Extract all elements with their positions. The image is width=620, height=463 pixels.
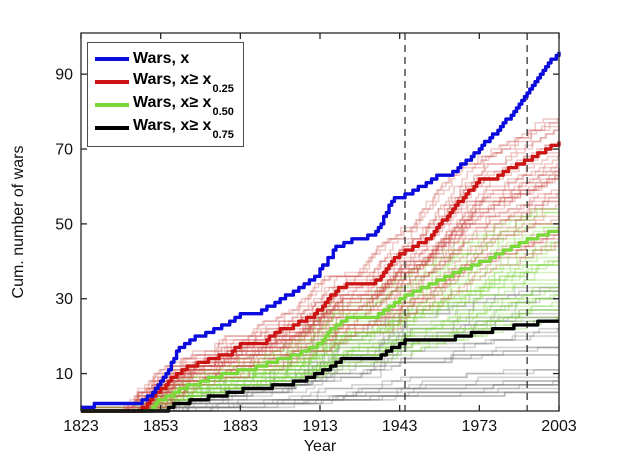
legend-item-1: Wars, x≥ x0.25: [95, 71, 234, 95]
ensemble-line-simulated-green: [84, 301, 559, 412]
legend-swatch-3: [95, 126, 129, 130]
ensemble-line-simulated-gray: [82, 286, 559, 409]
ensemble-line-simulated-gray: [81, 320, 559, 409]
ensemble-line-simulated-pink: [81, 196, 559, 412]
ensemble-line-simulated-gray: [81, 384, 559, 412]
y-tick-label: 90: [55, 67, 73, 84]
ensemble-line-simulated-pink: [86, 163, 559, 412]
series-line-2: [81, 229, 559, 413]
ensemble-line-simulated-green: [88, 290, 559, 412]
ensemble-line-simulated-green: [86, 294, 559, 412]
legend-item-3: Wars, x≥ x0.75: [95, 117, 234, 141]
ensemble-line-simulated-pink: [95, 167, 560, 412]
ensemble-line-simulated-gray: [91, 369, 559, 409]
x-tick-label: 1823: [63, 418, 99, 435]
ensemble-line-simulated-green: [81, 226, 559, 412]
ensemble-line-simulated-gray: [86, 384, 559, 412]
ensemble-line-simulated-pink: [81, 144, 559, 412]
ensemble-line-simulated-green: [89, 264, 559, 412]
y-tick-label: 10: [55, 366, 73, 383]
ensemble-line-simulated-gray: [81, 391, 559, 412]
ensemble-line-simulated-gray: [103, 369, 560, 412]
ensemble-line-simulated-pink: [82, 167, 560, 409]
ensemble-line-simulated-green: [94, 241, 559, 412]
ensemble-line-simulated-green: [81, 256, 559, 412]
x-axis-label: Year: [303, 438, 337, 455]
legend-label-subscript-1: 0.25: [212, 82, 234, 95]
ensemble-line-simulated-green: [81, 223, 559, 412]
legend-label-1: Wars, x≥ x0.25: [133, 71, 234, 95]
ensemble-line-simulated-gray: [81, 346, 559, 412]
legend-swatch-0: [95, 57, 129, 61]
ensemble-line-simulated-pink: [81, 200, 559, 412]
legend-label-subscript-2: 0.50: [212, 105, 234, 118]
ensemble-line-simulated-pink: [81, 118, 559, 412]
ensemble-line-simulated-gray: [81, 316, 559, 412]
legend: Wars, x Wars, x≥ x0.25 Wars, x≥ x0.50 Wars,…: [87, 42, 244, 147]
ensemble-line-simulated-green: [81, 226, 559, 412]
series-line-3: [81, 319, 559, 413]
ensemble-line-simulated-green: [82, 294, 559, 412]
ensemble-line-simulated-gray: [81, 312, 559, 412]
ensemble-line-simulated-green: [82, 264, 559, 412]
ensemble-line-simulated-green: [81, 297, 559, 412]
ensemble-line-simulated-gray: [91, 380, 559, 412]
legend-item-2: Wars, x≥ x0.50: [95, 94, 234, 118]
ensemble-line-simulated-pink: [97, 242, 560, 412]
ensemble-line-simulated-pink: [99, 208, 560, 412]
ensemble-line-simulated-pink: [81, 122, 559, 412]
x-tick-label: 1913: [302, 418, 338, 435]
y-tick-label: 30: [55, 291, 73, 308]
ensemble-line-simulated-pink: [91, 190, 560, 412]
ensemble-line-simulated-pink: [90, 149, 560, 412]
ensemble-line-simulated-gray: [81, 391, 559, 412]
x-tick-label: 1883: [223, 418, 259, 435]
ensemble-line-simulated-gray: [100, 327, 559, 412]
ensemble-line-simulated-green: [85, 260, 559, 412]
ensemble-line-simulated-gray: [101, 376, 560, 412]
legend-label-0: Wars, x: [133, 50, 190, 67]
ensemble-line-simulated-green: [81, 211, 559, 409]
ensemble-line-simulated-gray: [81, 297, 559, 409]
ensemble-line-simulated-pink: [81, 238, 559, 409]
ensemble-line-simulated-pink: [92, 167, 560, 412]
ensemble-line-simulated-green: [81, 309, 559, 412]
ensemble-line-simulated-gray: [103, 381, 560, 412]
y-axis-label: Cum. number of wars: [10, 145, 27, 299]
ensemble-line-simulated-pink: [81, 174, 559, 412]
ensemble-line-simulated-gray: [81, 369, 559, 412]
y-tick-label: 70: [55, 142, 73, 159]
series-line-1: [81, 141, 561, 413]
legend-label-3: Wars, x≥ x0.75: [133, 117, 234, 141]
ensemble-line-simulated-green: [81, 286, 559, 412]
x-tick-label: 1943: [382, 418, 418, 435]
x-tick-label: 1973: [462, 418, 498, 435]
ensemble-line-simulated-gray: [81, 290, 559, 412]
legend-item-0: Wars, x: [95, 48, 233, 70]
ensemble-line-simulated-gray: [81, 290, 559, 412]
ensemble-line-simulated-gray: [81, 391, 559, 412]
ensemble-line-simulated-pink: [97, 235, 560, 412]
x-tick-label: 1853: [143, 418, 179, 435]
ensemble-line-simulated-green: [81, 279, 559, 412]
ensemble-line-simulated-green: [81, 208, 559, 412]
legend-swatch-1: [95, 80, 129, 84]
ensemble-line-simulated-green: [91, 256, 560, 409]
legend-label-2: Wars, x≥ x0.50: [133, 94, 234, 118]
ensemble-line-simulated-green: [93, 280, 560, 409]
ensemble-line-simulated-pink: [84, 171, 560, 412]
legend-label-subscript-3: 0.75: [212, 128, 234, 141]
series-line-0: [81, 51, 561, 409]
ensemble-line-simulated-green: [81, 283, 559, 412]
ensemble-line-simulated-gray: [96, 380, 559, 412]
legend-swatch-2: [95, 103, 129, 107]
ensemble-line-simulated-gray: [93, 387, 559, 412]
y-tick-label: 50: [55, 216, 73, 233]
x-tick-label: 2003: [541, 418, 577, 435]
